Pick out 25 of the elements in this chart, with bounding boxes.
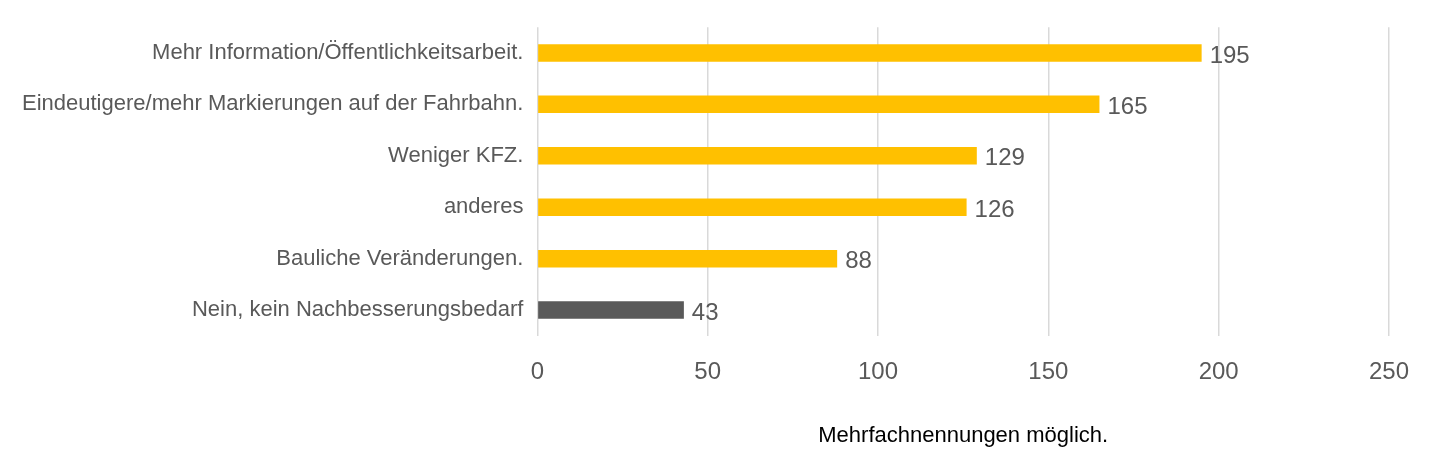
bar	[538, 147, 977, 165]
y-tick-label: Weniger KFZ.	[388, 141, 524, 167]
data-label: 165	[1107, 91, 1148, 119]
x-tick-label: 100	[858, 356, 899, 384]
x-tick-label: 150	[1028, 356, 1069, 384]
bar	[538, 301, 684, 319]
data-label: 195	[1209, 40, 1250, 68]
y-tick-label: Nein, kein Nachbesserungsbedarf	[191, 296, 525, 322]
y-tick-label: anderes	[443, 193, 524, 219]
x-tick-label: 50	[694, 356, 722, 384]
data-label: 126	[974, 194, 1015, 222]
data-label: 129	[984, 143, 1025, 171]
y-tick-label: Mehr Information/Öffentlichkeitsarbeit.	[152, 38, 524, 64]
x-tick-label: 200	[1198, 356, 1239, 384]
x-tick-label: 0	[530, 356, 545, 384]
x-tick-label: 250	[1368, 356, 1409, 384]
bar	[538, 198, 967, 216]
bar	[538, 44, 1202, 62]
bar	[538, 95, 1100, 114]
data-label: 43	[691, 297, 719, 325]
bar	[538, 249, 838, 268]
x-axis-title: Mehrfachnennungen möglich.	[818, 421, 1109, 447]
y-tick-label: Eindeutigere/mehr Markierungen auf der Fahrbahn.	[22, 90, 524, 116]
y-tick-label: Bauliche Veränderungen.	[276, 244, 524, 270]
data-label: 88	[845, 246, 872, 274]
